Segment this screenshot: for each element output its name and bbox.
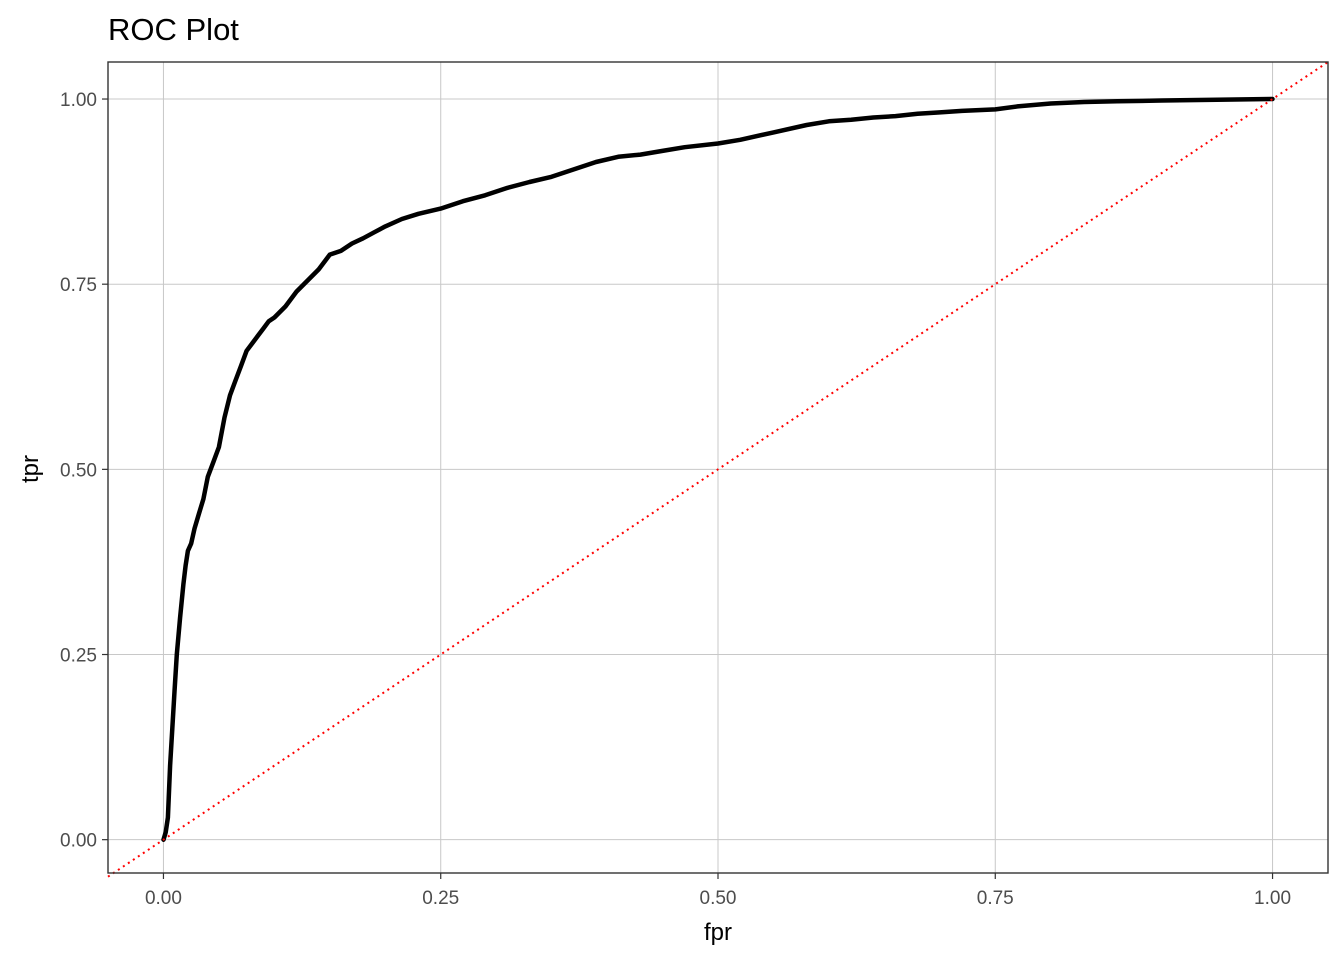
y-tick-label: 1.00: [60, 90, 97, 111]
x-tick-label: 0.00: [145, 888, 182, 909]
series-group: [107, 61, 1329, 878]
y-tick-label: 0.00: [60, 831, 97, 852]
y-tick-label: 0.25: [60, 646, 97, 667]
chart-title: ROC Plot: [108, 12, 239, 47]
y-tick-label: 0.50: [60, 460, 97, 481]
roc-curve-line: [161, 96, 1275, 842]
x-tick-label: 0.25: [422, 888, 459, 909]
x-axis-label: fpr: [704, 919, 732, 946]
grid-lines: [108, 62, 1328, 873]
y-axis-label: tpr: [17, 455, 44, 483]
diagonal-reference-line: [107, 61, 1329, 878]
x-tick-label: 0.75: [977, 888, 1014, 909]
y-tick-label: 0.75: [60, 275, 97, 296]
x-tick-label: 1.00: [1254, 888, 1291, 909]
x-tick-label: 0.50: [700, 888, 737, 909]
axis-ticks: 0.00 0.25 0.50 0.75 1.00 0.00 0.25 0.50 0.75 1.00: [60, 90, 1291, 909]
